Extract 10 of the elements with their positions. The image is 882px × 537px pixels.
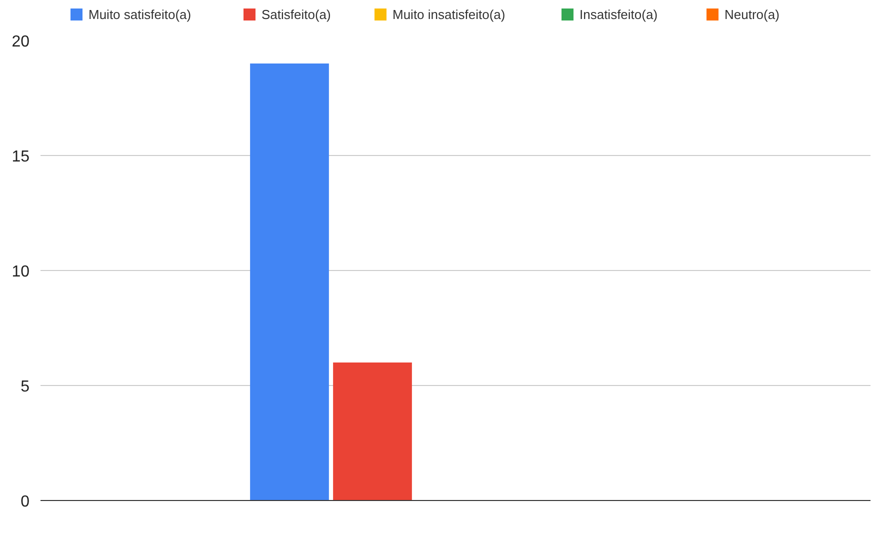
y-tick-label: 20 [12, 34, 30, 50]
y-tick-label: 5 [20, 378, 30, 396]
y-tick-label: 0 [20, 494, 30, 510]
legend-label: Neutro(a) [724, 7, 780, 22]
legend-label: Satisfeito(a) [262, 7, 331, 22]
y-tick-label: 10 [12, 264, 30, 280]
y-tick-label: 15 [12, 148, 30, 166]
legend-label: Insatisfeito(a) [580, 7, 658, 22]
legend-label: Muito satisfeito(a) [88, 7, 192, 22]
legend-label: Muito insatisfeito(a) [392, 7, 506, 22]
